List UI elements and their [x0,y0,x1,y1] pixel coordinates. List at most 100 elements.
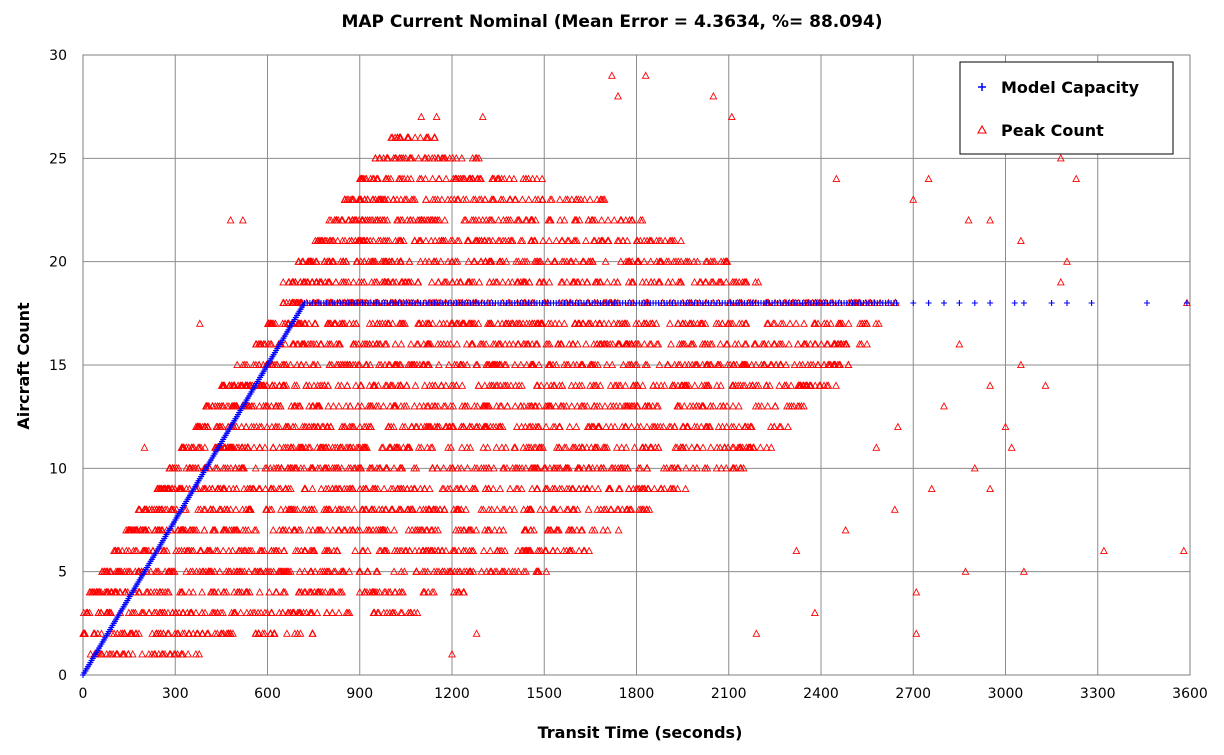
peak-count-point [1072,174,1081,183]
peak-count-point [501,339,510,348]
peak-count-point [306,546,315,555]
peak-count-point [198,629,207,637]
peak-count-point [532,567,541,575]
peak-count-point [723,319,732,327]
peak-count-point [450,567,459,575]
peak-count-point [271,587,280,596]
peak-count-point [741,360,750,369]
peak-count-point [300,463,308,472]
peak-count-point [610,422,619,431]
peak-count-point [528,215,537,224]
peak-count-point [465,567,474,575]
peak-count-point [164,629,173,637]
peak-count-point [343,381,352,389]
peak-count-point [605,484,614,493]
peak-count-point [659,463,668,472]
peak-count-point [703,360,712,369]
peak-count-point [508,277,517,286]
peak-count-point [275,567,284,575]
peak-count-point [986,484,995,493]
peak-count-point [893,422,902,431]
peak-count-point [425,257,433,265]
peak-count-point [541,546,550,555]
peak-count-point [404,133,413,141]
peak-count-point [289,525,298,534]
peak-count-point [405,277,414,286]
peak-count-point [360,277,369,286]
peak-count-point [343,195,351,203]
peak-count-point [379,443,388,451]
peak-count-point [254,339,263,348]
peak-count-point [473,174,482,183]
peak-count-point [666,484,675,493]
peak-count-point [278,360,286,369]
peak-count-point [337,463,346,472]
peak-count-point [242,608,251,617]
peak-count-point [219,401,228,410]
peak-count-point [405,546,414,555]
peak-count-point [670,381,679,389]
peak-count-point [298,443,307,451]
peak-count-point [633,401,642,410]
chart-title: MAP Current Nominal (Mean Error = 4.3634… [341,12,882,32]
peak-count-point [678,443,687,451]
peak-count-point [742,339,751,348]
peak-count-point [596,505,605,513]
peak-count-point [454,505,462,513]
peak-count-point [365,215,374,224]
peak-count-point [307,587,316,596]
peak-count-point [668,463,677,472]
peak-count-point [368,463,377,472]
peak-count-point [232,422,241,431]
peak-count-point [398,319,407,327]
peak-count-point [441,546,450,555]
model-capacity-point [1144,300,1150,306]
peak-count-point [240,463,249,472]
peak-count-point [604,236,613,245]
peak-count-point [589,339,598,348]
peak-count-point [541,463,550,472]
peak-count-point [384,277,393,286]
peak-count-point [184,649,193,658]
peak-count-point [716,443,725,451]
peak-count-point [449,401,458,410]
peak-count-point [477,567,486,575]
peak-count-point [742,443,751,451]
peak-count-point [296,525,305,534]
peak-count-point [751,339,760,348]
model-capacity-point [941,300,947,306]
peak-count-point [693,257,702,265]
peak-count-point [437,236,446,245]
peak-count-point [416,257,425,265]
peak-count-point [397,277,406,286]
peak-count-point [285,525,294,534]
peak-count-point [282,629,291,637]
peak-count-point [510,505,519,513]
peak-count-point [94,608,103,617]
peak-count-point [425,360,434,369]
peak-count-point [364,401,373,410]
peak-count-point [343,360,352,369]
peak-count-point [392,443,401,451]
peak-count-point [238,381,247,389]
peak-count-point [664,360,672,369]
peak-count-point [424,133,433,141]
peak-count-point [553,546,562,555]
peak-count-point [345,236,354,245]
peak-count-point [431,381,440,389]
peak-count-point [551,257,560,265]
peak-count-point [313,381,322,389]
peak-count-point [97,649,106,658]
peak-count-point [514,546,522,555]
peak-count-point [731,339,739,348]
peak-count-point [395,505,404,513]
peak-count-point [674,277,683,286]
peak-count-point [373,587,381,596]
peak-count-point [760,339,769,348]
peak-count-point [375,463,384,472]
peak-count-point [193,629,202,637]
peak-count-point [706,401,715,410]
peak-count-point [547,401,556,410]
peak-count-point [335,339,344,348]
peak-count-point [769,319,778,327]
